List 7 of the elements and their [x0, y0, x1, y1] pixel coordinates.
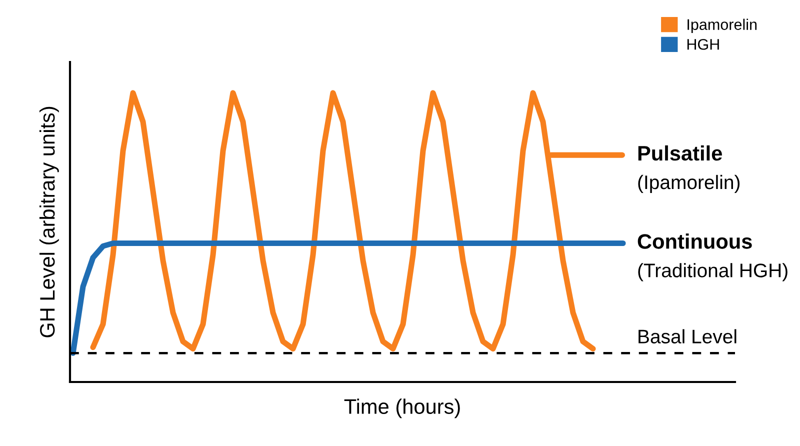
x-axis-title: Time (hours) [344, 398, 460, 418]
annotation: Continuous (Traditional HGH) [638, 234, 788, 282]
annotation: Pulsatile (Ipamorelin) [638, 145, 740, 194]
legend-label: Ipamorelin [688, 18, 757, 33]
y-axis-title: GH Level (arbitrary units) [39, 106, 59, 338]
legend-label: HGH [687, 38, 719, 50]
ref-line-label: Basal Level [638, 329, 736, 344]
